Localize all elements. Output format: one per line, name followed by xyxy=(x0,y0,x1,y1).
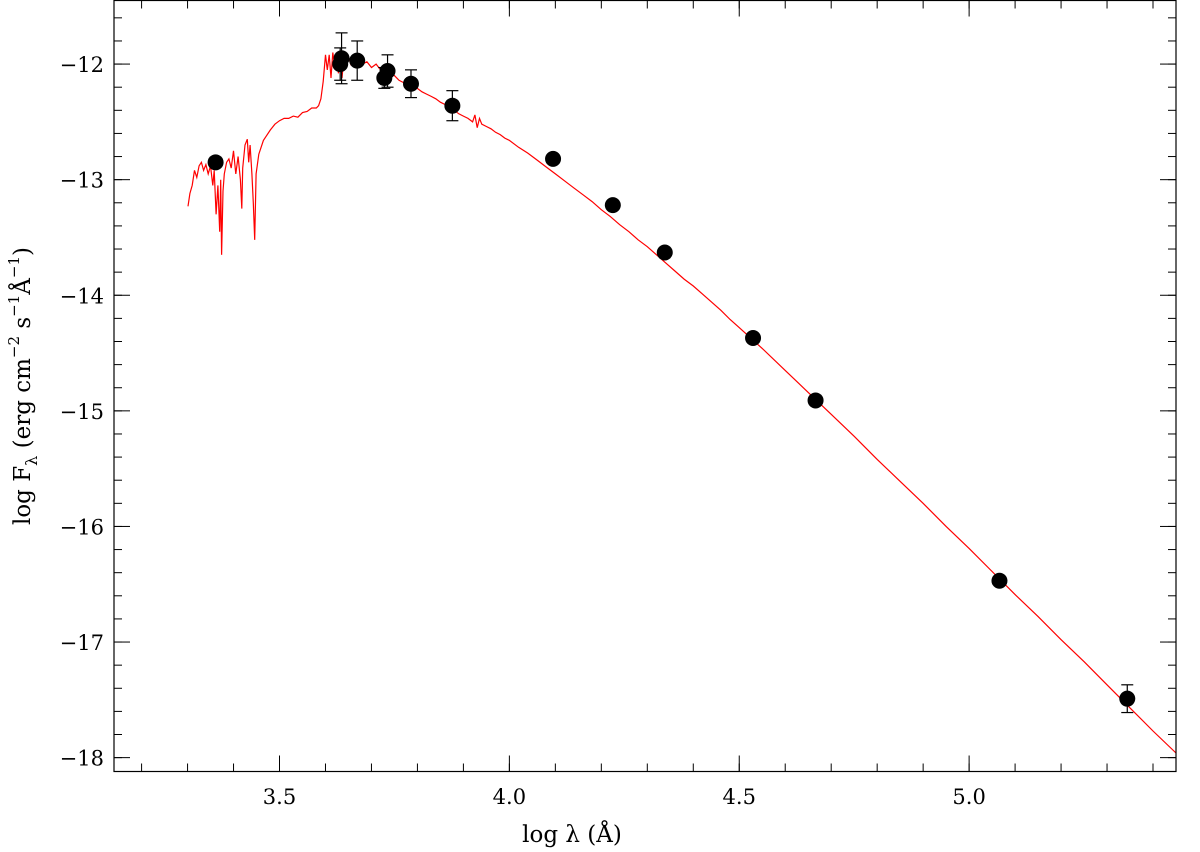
x-tick-labels: 3.5 4.0 4.5 5.0 xyxy=(263,785,986,809)
y-tick-label: −14 xyxy=(60,284,104,308)
data-point xyxy=(444,97,461,114)
x-tick-label: 3.5 xyxy=(263,785,296,809)
data-points xyxy=(207,50,1136,707)
major-ticks xyxy=(114,0,1176,772)
plot-frame xyxy=(113,0,1177,773)
data-point xyxy=(545,150,562,167)
y-tick-label: −15 xyxy=(60,400,104,424)
x-tick-label: 4.5 xyxy=(723,785,756,809)
data-point xyxy=(656,244,673,261)
y-tick-label: −17 xyxy=(60,631,104,655)
x-tick-label: 5.0 xyxy=(952,785,985,809)
error-bars xyxy=(334,32,1134,714)
data-point xyxy=(807,392,824,409)
data-point xyxy=(402,75,419,92)
minor-ticks xyxy=(114,0,1176,772)
data-point xyxy=(1119,690,1136,707)
y-tick-labels: −12 −13 −14 −15 −16 −17 −18 xyxy=(60,53,104,771)
y-tick-label: −12 xyxy=(60,53,104,77)
x-tick-label: 4.0 xyxy=(493,785,526,809)
y-tick-label: −16 xyxy=(60,515,104,539)
data-point xyxy=(333,50,350,67)
data-point xyxy=(604,197,621,214)
data-point xyxy=(349,52,366,69)
data-point xyxy=(991,572,1008,589)
data-point xyxy=(745,330,762,347)
y-axis-title: log Fλ (erg cm−2 s−1Å−1) xyxy=(5,247,41,525)
data-point xyxy=(379,63,396,80)
x-axis-title: log λ (Å) xyxy=(522,820,622,848)
y-tick-label: −18 xyxy=(60,747,104,771)
model-spectrum-line xyxy=(187,52,1177,754)
y-tick-label: −13 xyxy=(60,169,104,193)
data-point xyxy=(207,154,224,171)
